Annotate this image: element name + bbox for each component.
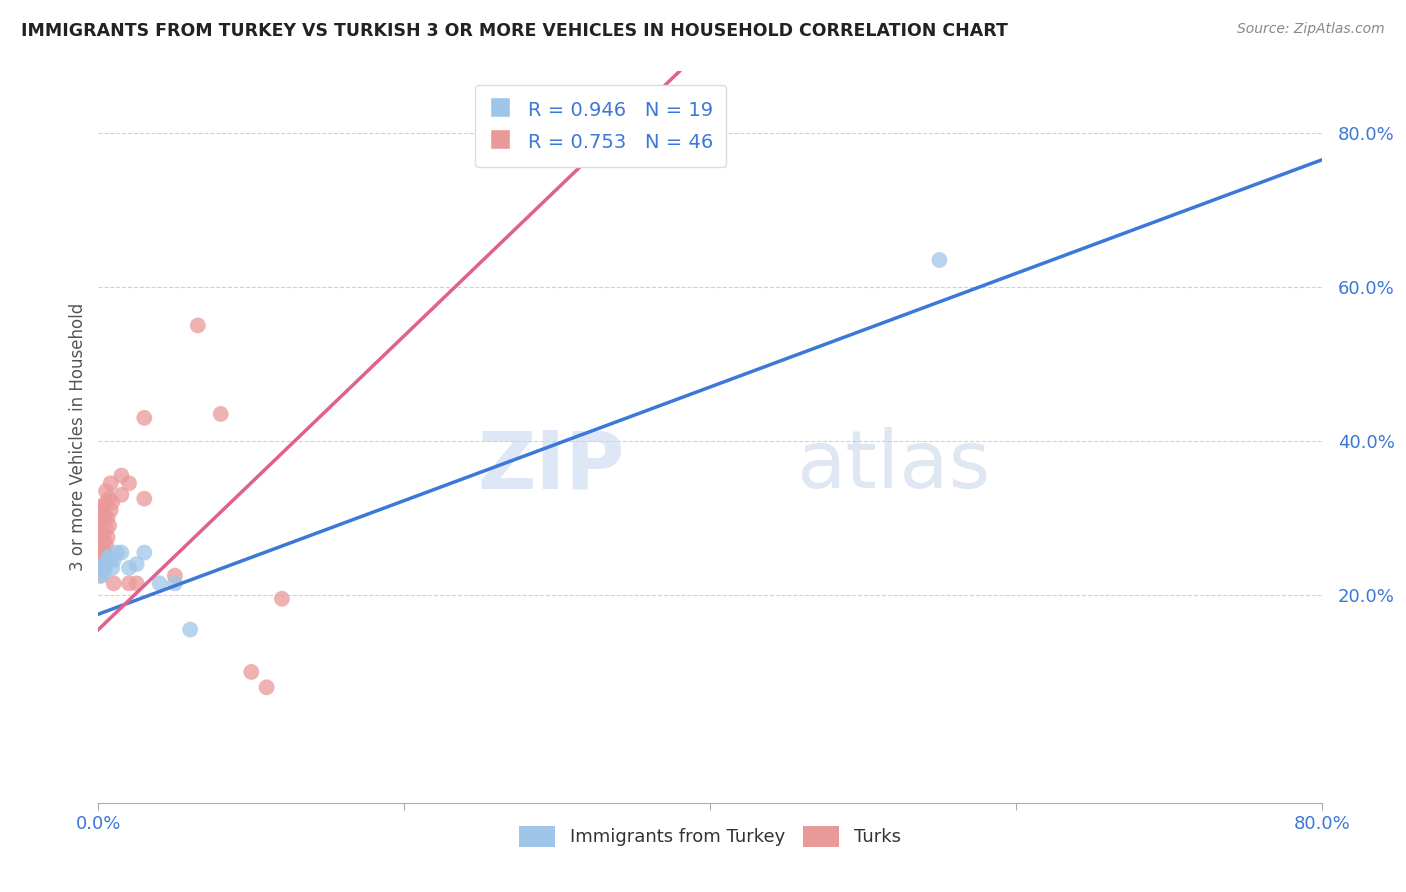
Point <box>94 495 117 509</box>
Point <box>187 318 209 333</box>
Point <box>110 488 132 502</box>
Point <box>89 530 111 544</box>
Point <box>103 576 125 591</box>
Point <box>149 576 172 591</box>
Point <box>91 503 114 517</box>
Point <box>89 503 111 517</box>
Point <box>90 500 112 514</box>
Point <box>93 511 115 525</box>
Point <box>105 545 128 559</box>
Point <box>97 530 120 544</box>
Point <box>90 549 112 564</box>
Point <box>89 553 111 567</box>
Point <box>90 538 112 552</box>
Point <box>134 491 156 506</box>
Point <box>90 511 112 525</box>
Point <box>134 410 156 425</box>
Point <box>98 518 121 533</box>
Point <box>179 623 201 637</box>
Text: Source: ZipAtlas.com: Source: ZipAtlas.com <box>1237 22 1385 37</box>
Point <box>93 534 115 549</box>
Point <box>256 681 278 695</box>
Point <box>90 568 112 582</box>
Point <box>90 561 112 575</box>
Legend: Immigrants from Turkey, Turks: Immigrants from Turkey, Turks <box>510 817 910 856</box>
Point <box>91 515 114 529</box>
Y-axis label: 3 or more Vehicles in Household: 3 or more Vehicles in Household <box>69 303 87 571</box>
Point <box>94 557 117 571</box>
Point <box>118 576 141 591</box>
Point <box>209 407 232 421</box>
Point <box>93 545 115 559</box>
Point <box>101 495 124 509</box>
Point <box>118 476 141 491</box>
Point <box>110 468 132 483</box>
Text: ZIP: ZIP <box>477 427 624 506</box>
Point <box>89 515 111 529</box>
Point <box>134 545 156 559</box>
Point <box>97 553 120 567</box>
Point <box>94 538 117 552</box>
Point <box>125 557 148 571</box>
Point <box>240 665 263 679</box>
Point <box>94 483 117 498</box>
Point <box>100 476 122 491</box>
Point <box>163 576 186 591</box>
Point <box>91 553 114 567</box>
Point <box>100 553 122 567</box>
Text: IMMIGRANTS FROM TURKEY VS TURKISH 3 OR MORE VEHICLES IN HOUSEHOLD CORRELATION CH: IMMIGRANTS FROM TURKEY VS TURKISH 3 OR M… <box>21 22 1008 40</box>
Point <box>97 511 120 525</box>
Point <box>98 549 121 564</box>
Point <box>100 503 122 517</box>
Point <box>110 545 132 559</box>
Point <box>583 95 606 110</box>
Point <box>163 568 186 582</box>
Point <box>89 568 111 582</box>
Point <box>91 541 114 556</box>
Point <box>125 576 148 591</box>
Point <box>928 252 950 267</box>
Point <box>98 491 121 506</box>
Point <box>101 561 124 575</box>
Point <box>89 541 111 556</box>
Point <box>89 561 111 575</box>
Point <box>270 591 292 606</box>
Point <box>103 553 125 567</box>
Point <box>93 565 115 579</box>
Point <box>118 561 141 575</box>
Point <box>91 530 114 544</box>
Point <box>91 561 114 575</box>
Point <box>94 523 117 537</box>
Point <box>90 526 112 541</box>
Text: atlas: atlas <box>796 427 990 506</box>
